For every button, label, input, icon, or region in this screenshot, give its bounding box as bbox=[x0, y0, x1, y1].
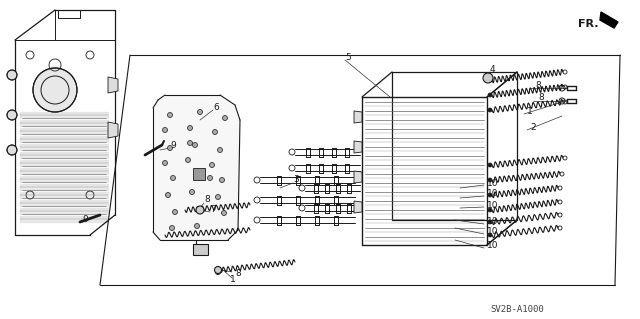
Circle shape bbox=[166, 192, 170, 197]
Circle shape bbox=[488, 220, 492, 224]
Circle shape bbox=[221, 211, 227, 216]
Circle shape bbox=[173, 210, 177, 214]
Circle shape bbox=[193, 143, 198, 147]
Polygon shape bbox=[108, 77, 118, 93]
Text: 8: 8 bbox=[535, 80, 541, 90]
Text: 6: 6 bbox=[213, 102, 219, 112]
Text: 10: 10 bbox=[487, 189, 499, 198]
Circle shape bbox=[170, 226, 175, 231]
Circle shape bbox=[188, 140, 193, 145]
Circle shape bbox=[488, 108, 492, 112]
Polygon shape bbox=[354, 171, 362, 183]
Text: 8: 8 bbox=[235, 269, 241, 278]
Polygon shape bbox=[600, 12, 618, 28]
Circle shape bbox=[170, 175, 175, 181]
Circle shape bbox=[168, 145, 173, 151]
Text: 10: 10 bbox=[487, 179, 499, 188]
Circle shape bbox=[189, 189, 195, 195]
Circle shape bbox=[207, 175, 212, 181]
Text: 5: 5 bbox=[345, 54, 351, 63]
Text: 8: 8 bbox=[204, 196, 210, 204]
Circle shape bbox=[488, 193, 492, 197]
Text: 9: 9 bbox=[82, 214, 88, 224]
Circle shape bbox=[195, 173, 200, 177]
Polygon shape bbox=[153, 95, 240, 240]
Circle shape bbox=[195, 224, 200, 228]
Circle shape bbox=[198, 109, 202, 115]
Circle shape bbox=[218, 147, 223, 152]
Text: 10: 10 bbox=[487, 227, 499, 236]
Text: 10: 10 bbox=[487, 201, 499, 210]
Polygon shape bbox=[108, 122, 118, 138]
Text: 9: 9 bbox=[170, 140, 176, 150]
Circle shape bbox=[212, 130, 218, 135]
Circle shape bbox=[33, 68, 77, 112]
Circle shape bbox=[488, 78, 492, 82]
Circle shape bbox=[7, 110, 17, 120]
Polygon shape bbox=[354, 141, 362, 153]
Circle shape bbox=[223, 115, 227, 121]
Text: 10: 10 bbox=[487, 218, 499, 226]
Circle shape bbox=[196, 206, 204, 214]
Circle shape bbox=[7, 70, 17, 80]
Circle shape bbox=[186, 158, 191, 162]
Text: 3: 3 bbox=[293, 175, 299, 184]
Circle shape bbox=[209, 162, 214, 167]
Text: 10: 10 bbox=[487, 241, 499, 250]
Circle shape bbox=[216, 195, 221, 199]
Polygon shape bbox=[354, 111, 362, 123]
Text: 8: 8 bbox=[538, 93, 544, 102]
Circle shape bbox=[483, 73, 493, 83]
Text: 1: 1 bbox=[527, 107, 532, 115]
Text: 7: 7 bbox=[210, 204, 216, 213]
Circle shape bbox=[488, 233, 492, 237]
Text: 2: 2 bbox=[530, 122, 536, 131]
Text: 4: 4 bbox=[490, 64, 495, 73]
Circle shape bbox=[214, 266, 221, 273]
Circle shape bbox=[220, 177, 225, 182]
Text: 2: 2 bbox=[196, 244, 202, 254]
Polygon shape bbox=[354, 201, 362, 213]
Text: 1: 1 bbox=[230, 275, 236, 284]
Circle shape bbox=[488, 208, 492, 212]
Polygon shape bbox=[193, 244, 208, 255]
Circle shape bbox=[7, 145, 17, 155]
Circle shape bbox=[163, 128, 168, 132]
Circle shape bbox=[198, 207, 202, 212]
Circle shape bbox=[168, 113, 173, 117]
Text: FR.: FR. bbox=[578, 19, 598, 29]
Circle shape bbox=[488, 178, 492, 182]
Circle shape bbox=[163, 160, 168, 166]
Circle shape bbox=[488, 163, 492, 167]
Text: SV2B-A1000: SV2B-A1000 bbox=[490, 306, 544, 315]
Circle shape bbox=[188, 125, 193, 130]
Polygon shape bbox=[193, 168, 205, 180]
Circle shape bbox=[488, 93, 492, 97]
